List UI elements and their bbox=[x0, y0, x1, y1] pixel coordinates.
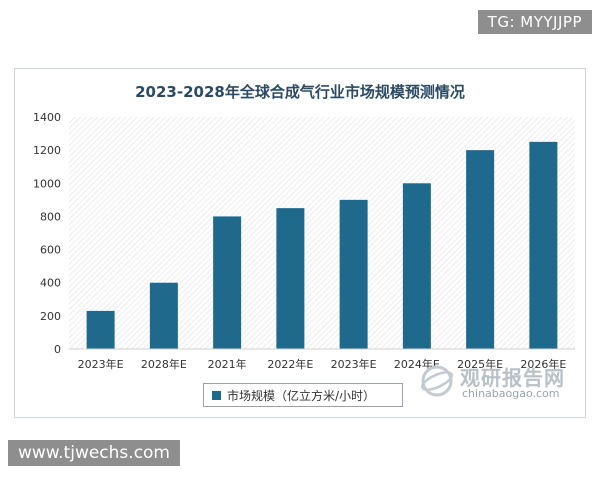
y-tick-label: 400 bbox=[40, 277, 61, 290]
legend-swatch bbox=[212, 390, 221, 400]
bar bbox=[149, 282, 178, 349]
bar bbox=[276, 208, 305, 349]
bar bbox=[529, 141, 558, 349]
x-tick-label: 2021年 bbox=[208, 357, 247, 371]
x-tick-label: 2023年E bbox=[78, 357, 124, 371]
x-tick-label: 2024年E bbox=[394, 357, 440, 371]
tg-badge: TG: MYYJJPP bbox=[477, 10, 592, 34]
plot-area bbox=[69, 117, 575, 349]
y-tick-label: 800 bbox=[40, 210, 61, 223]
y-tick-label: 200 bbox=[40, 310, 61, 323]
bar bbox=[339, 199, 368, 349]
bar-chart: 0 200 400 600 800 1000 1200 1400 2023年E 2028年E 20… bbox=[33, 111, 575, 371]
y-tick-label: 1400 bbox=[33, 111, 61, 124]
site-badge: www.tjwechs.com bbox=[8, 440, 180, 466]
chart-card: 2023-2028年全球合成气行业市场规模预测情况 0 200 400 600 800 1… bbox=[14, 68, 586, 418]
x-tick-label: 2022年E bbox=[267, 357, 313, 371]
bar bbox=[86, 310, 115, 349]
x-tick-label: 2023年E bbox=[331, 357, 377, 371]
watermark-logo: 观研报告网 chinabaogao.com bbox=[420, 360, 590, 404]
legend-label: 市场规模（亿立方米/小时） bbox=[227, 388, 376, 403]
x-tick-label: 2026年E bbox=[520, 357, 566, 371]
legend: 市场规模（亿立方米/小时） bbox=[203, 383, 403, 407]
bar bbox=[213, 216, 242, 349]
y-tick-label: 0 bbox=[54, 343, 61, 356]
y-tick-label: 1200 bbox=[33, 144, 61, 157]
x-tick-label: 2025年E bbox=[457, 357, 503, 371]
bar bbox=[402, 183, 431, 349]
y-tick-label: 1000 bbox=[33, 177, 61, 190]
watermark-globe-icon bbox=[421, 365, 453, 397]
y-tick-label: 600 bbox=[40, 244, 61, 257]
watermark-title: 观研报告网 bbox=[460, 366, 565, 390]
bar bbox=[466, 150, 495, 349]
watermark-url: chinabaogao.com bbox=[462, 387, 560, 400]
chart-title: 2023-2028年全球合成气行业市场规模预测情况 bbox=[135, 83, 465, 101]
x-tick-label: 2028年E bbox=[141, 357, 187, 371]
